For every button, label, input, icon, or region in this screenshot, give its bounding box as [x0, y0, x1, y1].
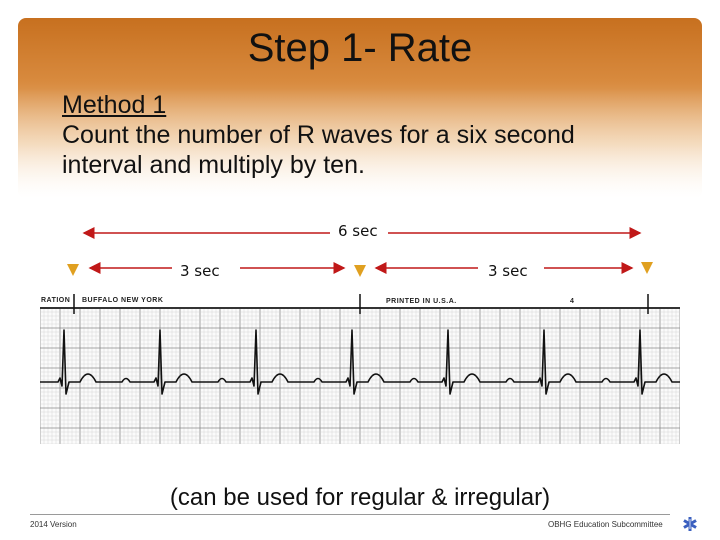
three-second-label-left: 3 sec — [180, 262, 220, 280]
instruction-block: Method 1 Count the number of R waves for… — [62, 90, 682, 180]
slide-title: Step 1- Rate — [247, 26, 473, 70]
instruction-line-1: Count the number of R waves for a six se… — [62, 121, 575, 149]
marker-triangle-middle — [354, 265, 366, 277]
method-heading: Method 1 — [62, 91, 167, 119]
ecg-trace — [40, 329, 680, 395]
three-second-label-right: 3 sec — [488, 262, 528, 280]
ecg-header-brand: BUFFALO NEW YORK — [82, 297, 164, 304]
marker-triangle-right — [641, 262, 653, 274]
caption: (can be used for regular & irregular) — [169, 484, 551, 511]
ecg-strip — [40, 294, 680, 444]
six-second-label: 6 sec — [338, 222, 378, 240]
instruction-line-2: interval and multiply by ten. — [62, 151, 365, 179]
footer-divider — [30, 514, 670, 515]
footer-organization: OBHG Education Subcommittee — [548, 520, 663, 529]
title-banner — [18, 18, 702, 198]
star-of-life-icon — [683, 517, 697, 531]
marker-triangle-left — [67, 264, 79, 276]
footer-version: 2014 Version — [30, 520, 77, 529]
interval-arrows — [67, 227, 653, 277]
ecg-header-left: RATION — [41, 297, 71, 304]
ecg-header-page: 4 — [570, 298, 575, 305]
ecg-header-printed: PRINTED IN U.S.A. — [386, 298, 457, 305]
